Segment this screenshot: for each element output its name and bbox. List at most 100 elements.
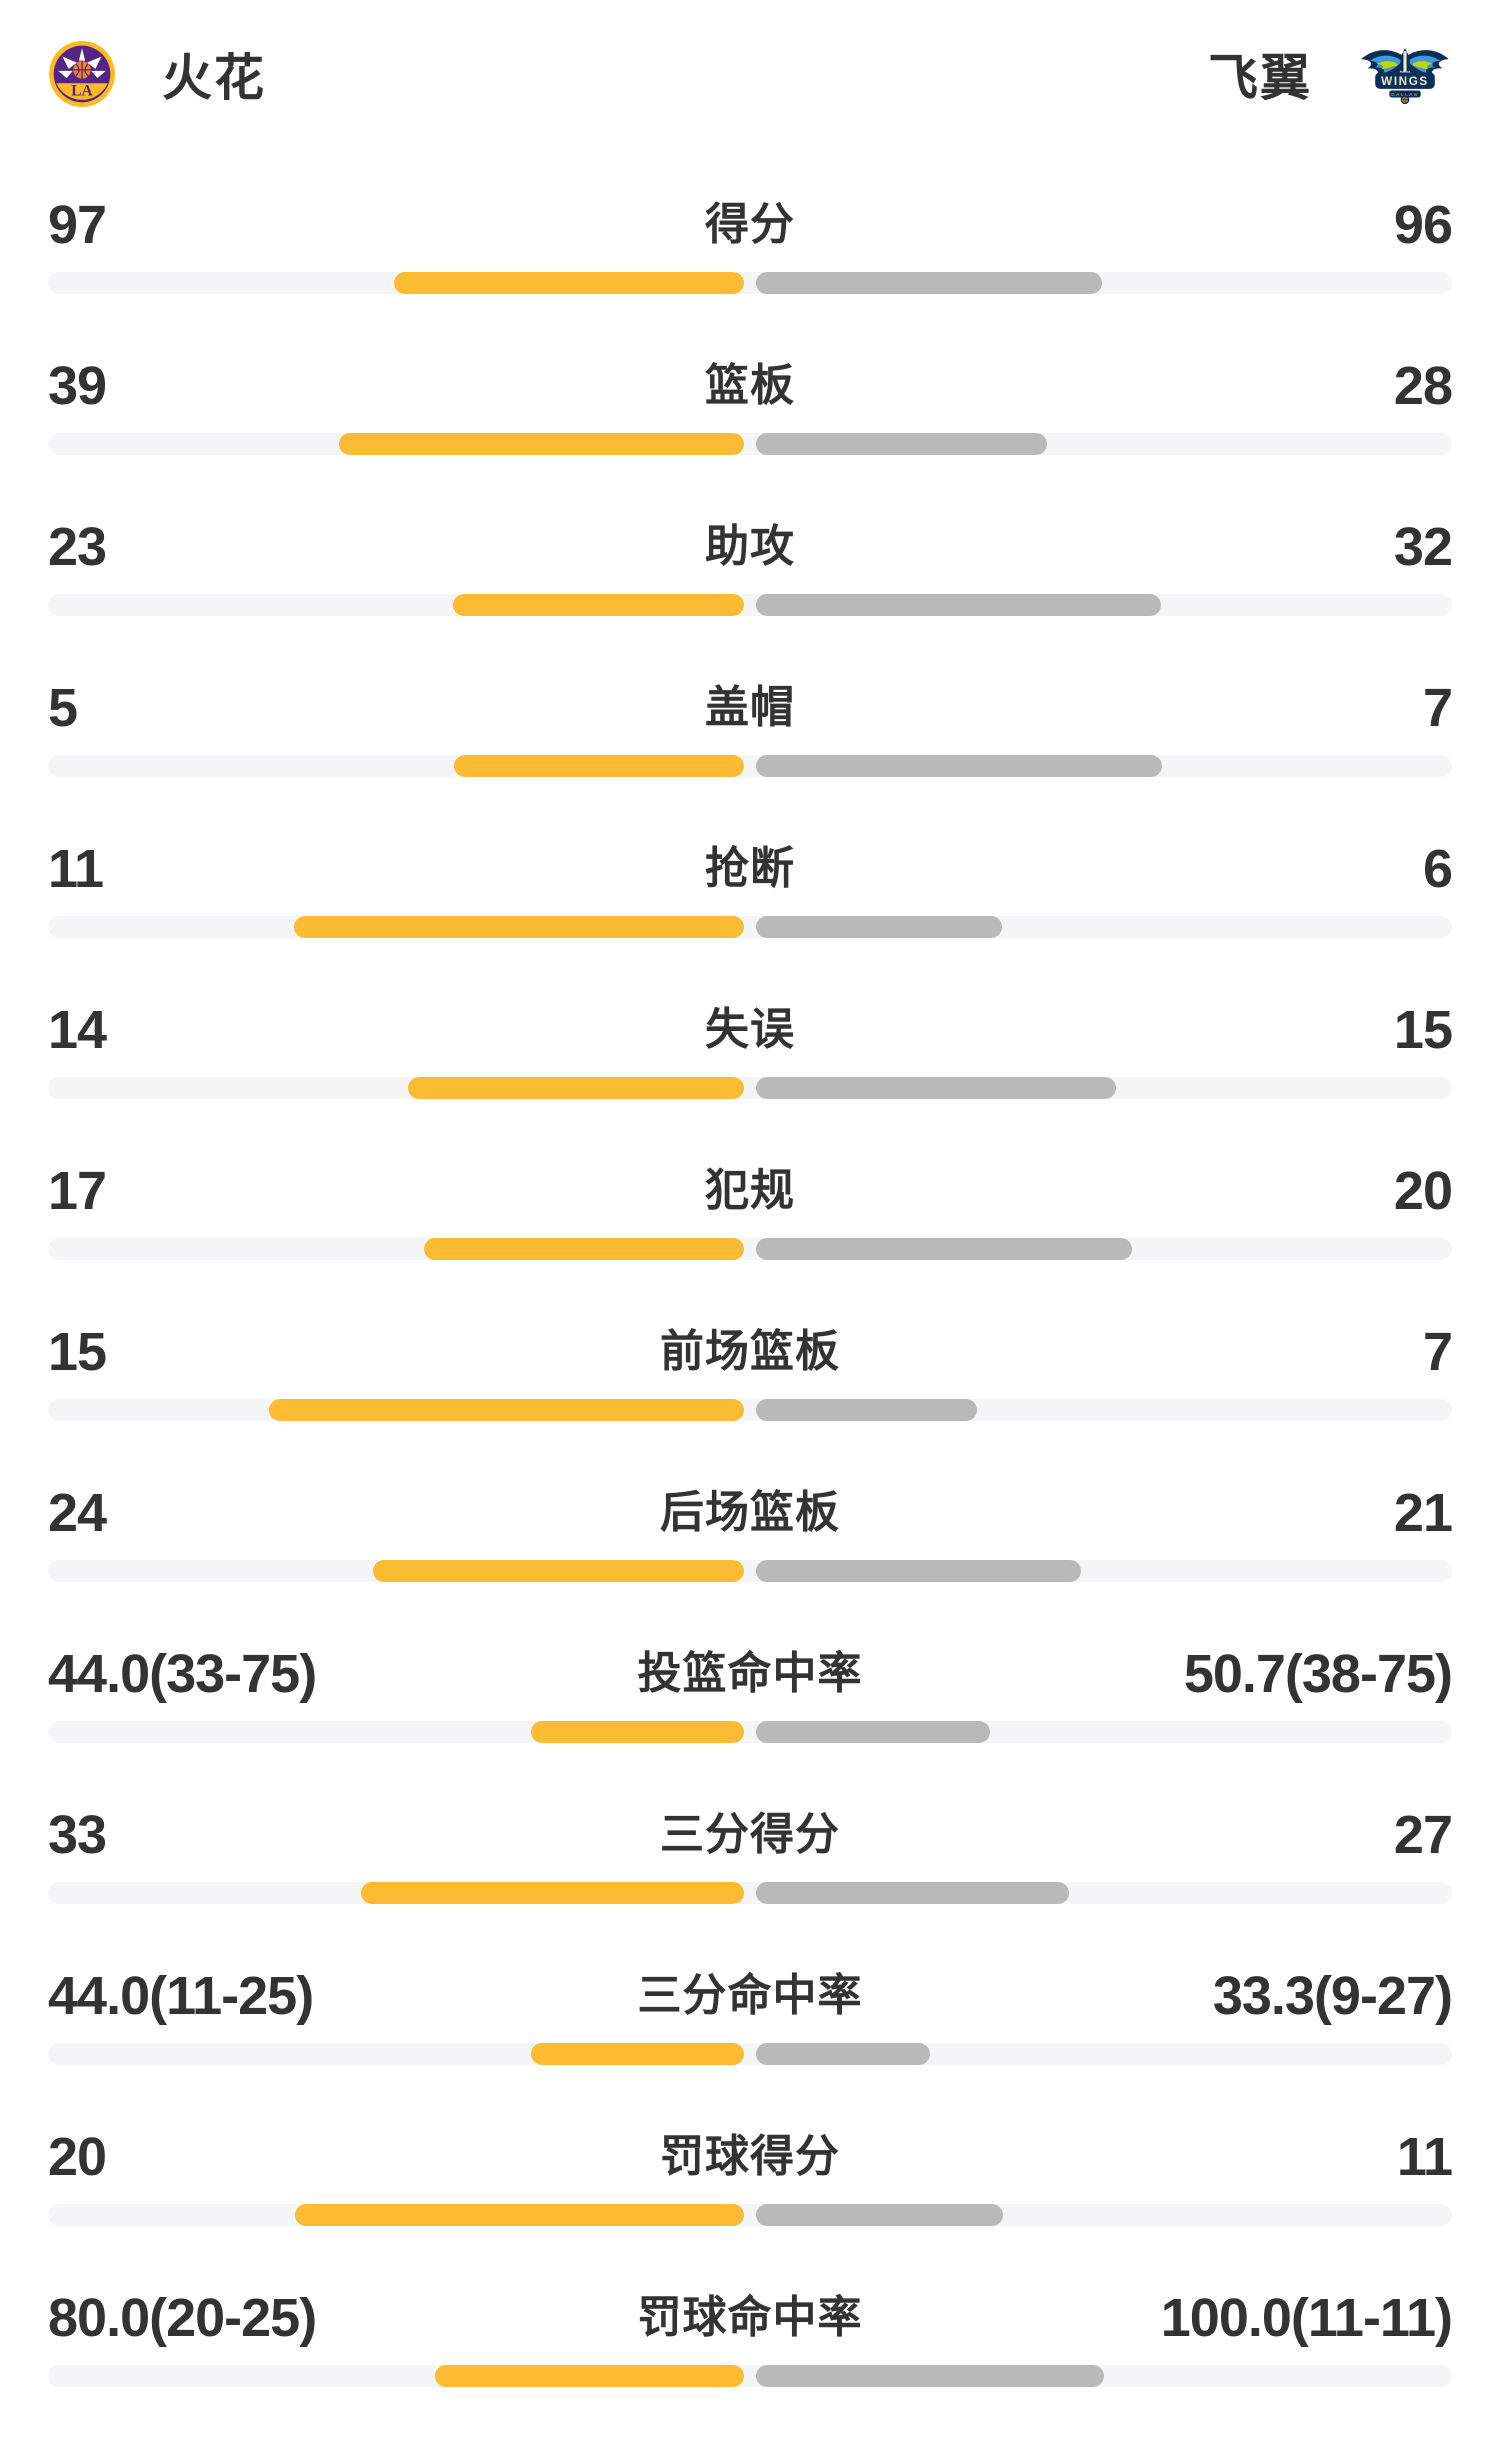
stat-bar-track xyxy=(48,2043,1452,2065)
stat-bar-track xyxy=(48,1399,1452,1421)
home-value: 11 xyxy=(48,839,104,899)
away-bar xyxy=(756,1882,1070,1904)
home-value: 15 xyxy=(48,1322,107,1382)
stat-label: 得分 xyxy=(705,200,795,249)
stat-label: 盖帽 xyxy=(705,683,795,732)
stat-label: 犯规 xyxy=(705,1166,795,1215)
stat-row: 33 三分得分 27 xyxy=(48,1805,1453,1967)
home-team-name: 火花 xyxy=(162,50,266,106)
away-bar xyxy=(756,433,1047,455)
stat-row: 97 得分 96 xyxy=(48,195,1453,357)
away-bar xyxy=(756,1238,1133,1260)
stat-label: 前场篮板 xyxy=(660,1327,840,1376)
away-bar xyxy=(756,1721,991,1743)
stat-row: 24 后场篮板 21 xyxy=(48,1483,1453,1645)
away-bar xyxy=(756,2043,930,2065)
stat-bar-track xyxy=(48,2365,1452,2387)
stat-bar-track xyxy=(48,1238,1452,1260)
stat-label: 罚球命中率 xyxy=(637,2293,863,2342)
stat-bar-track xyxy=(48,594,1452,616)
stat-bar-track xyxy=(48,433,1452,455)
home-bar xyxy=(338,433,744,455)
away-value: 100.0(11-11) xyxy=(1160,2288,1453,2348)
stat-row: 80.0(20-25) 罚球命中率 100.0(11-11) xyxy=(48,2288,1453,2450)
svg-text:DALLAS: DALLAS xyxy=(1391,92,1418,97)
stat-bar-track xyxy=(48,272,1452,294)
away-bar xyxy=(756,2365,1104,2387)
stat-row: 11 抢断 6 xyxy=(48,839,1453,1001)
stat-label: 抢断 xyxy=(705,844,795,893)
stat-row: 15 前场篮板 7 xyxy=(48,1322,1453,1484)
away-bar xyxy=(756,2204,1003,2226)
away-value: 7 xyxy=(1422,678,1453,738)
away-bar xyxy=(756,755,1162,777)
stat-bar-track xyxy=(48,2204,1452,2226)
away-bar xyxy=(756,594,1161,616)
stat-label: 后场篮板 xyxy=(660,1488,840,1537)
home-bar xyxy=(407,1077,744,1099)
home-value: 44.0(33-75) xyxy=(48,1644,317,1704)
away-value: 50.7(38-75) xyxy=(1183,1644,1453,1704)
away-bar xyxy=(756,272,1103,294)
home-value: 14 xyxy=(48,1000,107,1060)
svg-text:WINGS: WINGS xyxy=(1381,75,1429,88)
home-value: 20 xyxy=(48,2127,107,2187)
stat-label: 助攻 xyxy=(705,522,795,571)
away-value: 32 xyxy=(1393,517,1453,577)
away-bar xyxy=(756,1399,978,1421)
stat-bar-track xyxy=(48,1882,1452,1904)
home-bar xyxy=(453,755,744,777)
team-away[interactable]: 飞翼 WINGS DALLAS xyxy=(1208,36,1452,112)
home-bar xyxy=(269,1399,744,1421)
home-bar xyxy=(361,1882,744,1904)
home-bar xyxy=(294,2204,744,2226)
home-value: 39 xyxy=(48,356,107,416)
stat-bar-track xyxy=(48,1560,1452,1582)
home-value: 97 xyxy=(48,195,107,255)
away-bar xyxy=(756,916,1002,938)
stat-label: 罚球得分 xyxy=(660,2132,840,2181)
away-value: 6 xyxy=(1422,839,1453,899)
svg-text:LA: LA xyxy=(71,83,93,100)
stat-label: 三分命中率 xyxy=(637,1971,863,2020)
home-bar xyxy=(372,1560,744,1582)
home-value: 17 xyxy=(48,1161,107,1221)
stat-row: 44.0(11-25) 三分命中率 33.3(9-27) xyxy=(48,1966,1453,2128)
away-value: 33.3(9-27) xyxy=(1212,1966,1453,2026)
home-value: 44.0(11-25) xyxy=(48,1966,314,2026)
stat-bar-track xyxy=(48,755,1452,777)
stat-label: 投篮命中率 xyxy=(637,1649,863,1698)
away-value: 27 xyxy=(1393,1805,1453,1865)
stat-label: 失误 xyxy=(705,1005,795,1054)
away-value: 15 xyxy=(1393,1000,1453,1060)
stat-row: 23 助攻 32 xyxy=(48,517,1453,679)
away-value: 20 xyxy=(1393,1161,1453,1221)
away-value: 11 xyxy=(1396,2127,1453,2187)
home-bar xyxy=(424,1238,744,1260)
away-value: 7 xyxy=(1422,1322,1453,1382)
home-value: 24 xyxy=(48,1483,107,1543)
stats-rows: 97 得分 96 39 篮板 28 23 助攻 xyxy=(48,195,1453,2450)
home-bar xyxy=(394,272,744,294)
home-bar xyxy=(452,594,744,616)
home-value: 5 xyxy=(48,678,78,738)
stat-row: 5 盖帽 7 xyxy=(48,678,1453,840)
stat-label: 三分得分 xyxy=(660,1810,840,1859)
stat-row: 14 失误 15 xyxy=(48,1000,1453,1162)
match-stats-panel: LA 火花 飞翼 WINGS DALLAS xyxy=(0,34,1500,2450)
stat-bar-track xyxy=(48,916,1452,938)
wings-logo-icon: WINGS DALLAS xyxy=(1361,48,1449,105)
home-value: 80.0(20-25) xyxy=(48,2288,317,2348)
away-value: 21 xyxy=(1393,1483,1453,1543)
away-team-name: 飞翼 xyxy=(1208,50,1312,106)
stat-bar-track xyxy=(48,1077,1452,1099)
home-bar xyxy=(434,2365,744,2387)
stat-row: 39 篮板 28 xyxy=(48,356,1453,518)
home-bar xyxy=(531,1721,744,1743)
away-value: 28 xyxy=(1393,356,1453,416)
stat-row: 44.0(33-75) 投篮命中率 50.7(38-75) xyxy=(48,1644,1453,1806)
sparks-logo-icon: LA xyxy=(49,41,115,107)
away-bar xyxy=(756,1560,1081,1582)
team-home[interactable]: LA 火花 xyxy=(48,38,266,110)
home-value: 23 xyxy=(48,517,107,577)
